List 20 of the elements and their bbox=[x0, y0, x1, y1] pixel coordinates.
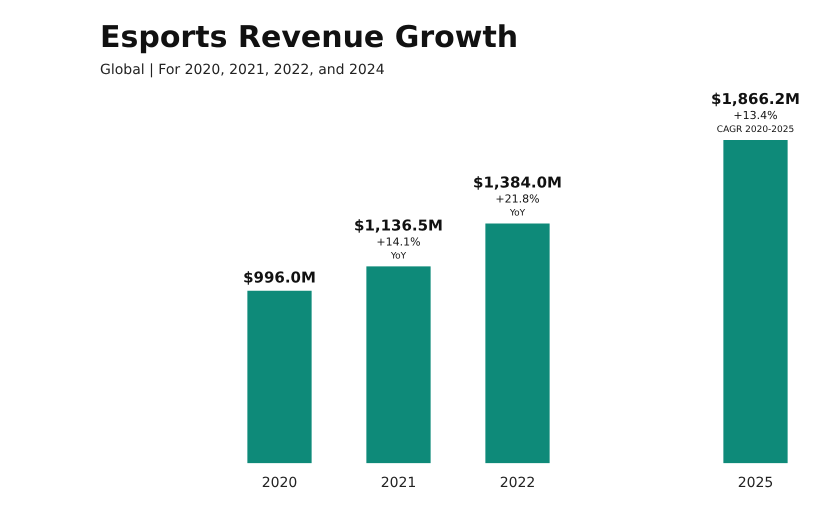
data-label: $1,384.0M bbox=[473, 174, 562, 192]
annotation: +21.8% bbox=[495, 192, 540, 206]
bar bbox=[723, 140, 788, 464]
annotation: YoY bbox=[508, 208, 526, 219]
bar bbox=[247, 290, 312, 464]
x-tick-label: 2022 bbox=[500, 475, 536, 492]
data-label: $1,136.5M bbox=[354, 216, 443, 234]
data-label: $996.0M bbox=[243, 268, 316, 287]
bar bbox=[485, 224, 550, 464]
chart-subtitle: Global | For 2020, 2021, 2022, and 2024 bbox=[100, 62, 385, 78]
annotation: +13.4% bbox=[733, 109, 778, 122]
x-tick-label: 2020 bbox=[262, 475, 298, 492]
x-tick-label: 2025 bbox=[738, 475, 774, 492]
bar bbox=[366, 266, 431, 464]
annotation: YoY bbox=[390, 251, 407, 262]
x-tick-label: 2021 bbox=[380, 475, 416, 492]
chart-title: Esports Revenue Growth bbox=[100, 20, 518, 55]
data-label: $1,866.2M bbox=[711, 90, 800, 108]
annotation: CAGR 2020-2025 bbox=[716, 125, 794, 135]
annotation: +14.1% bbox=[376, 235, 421, 248]
